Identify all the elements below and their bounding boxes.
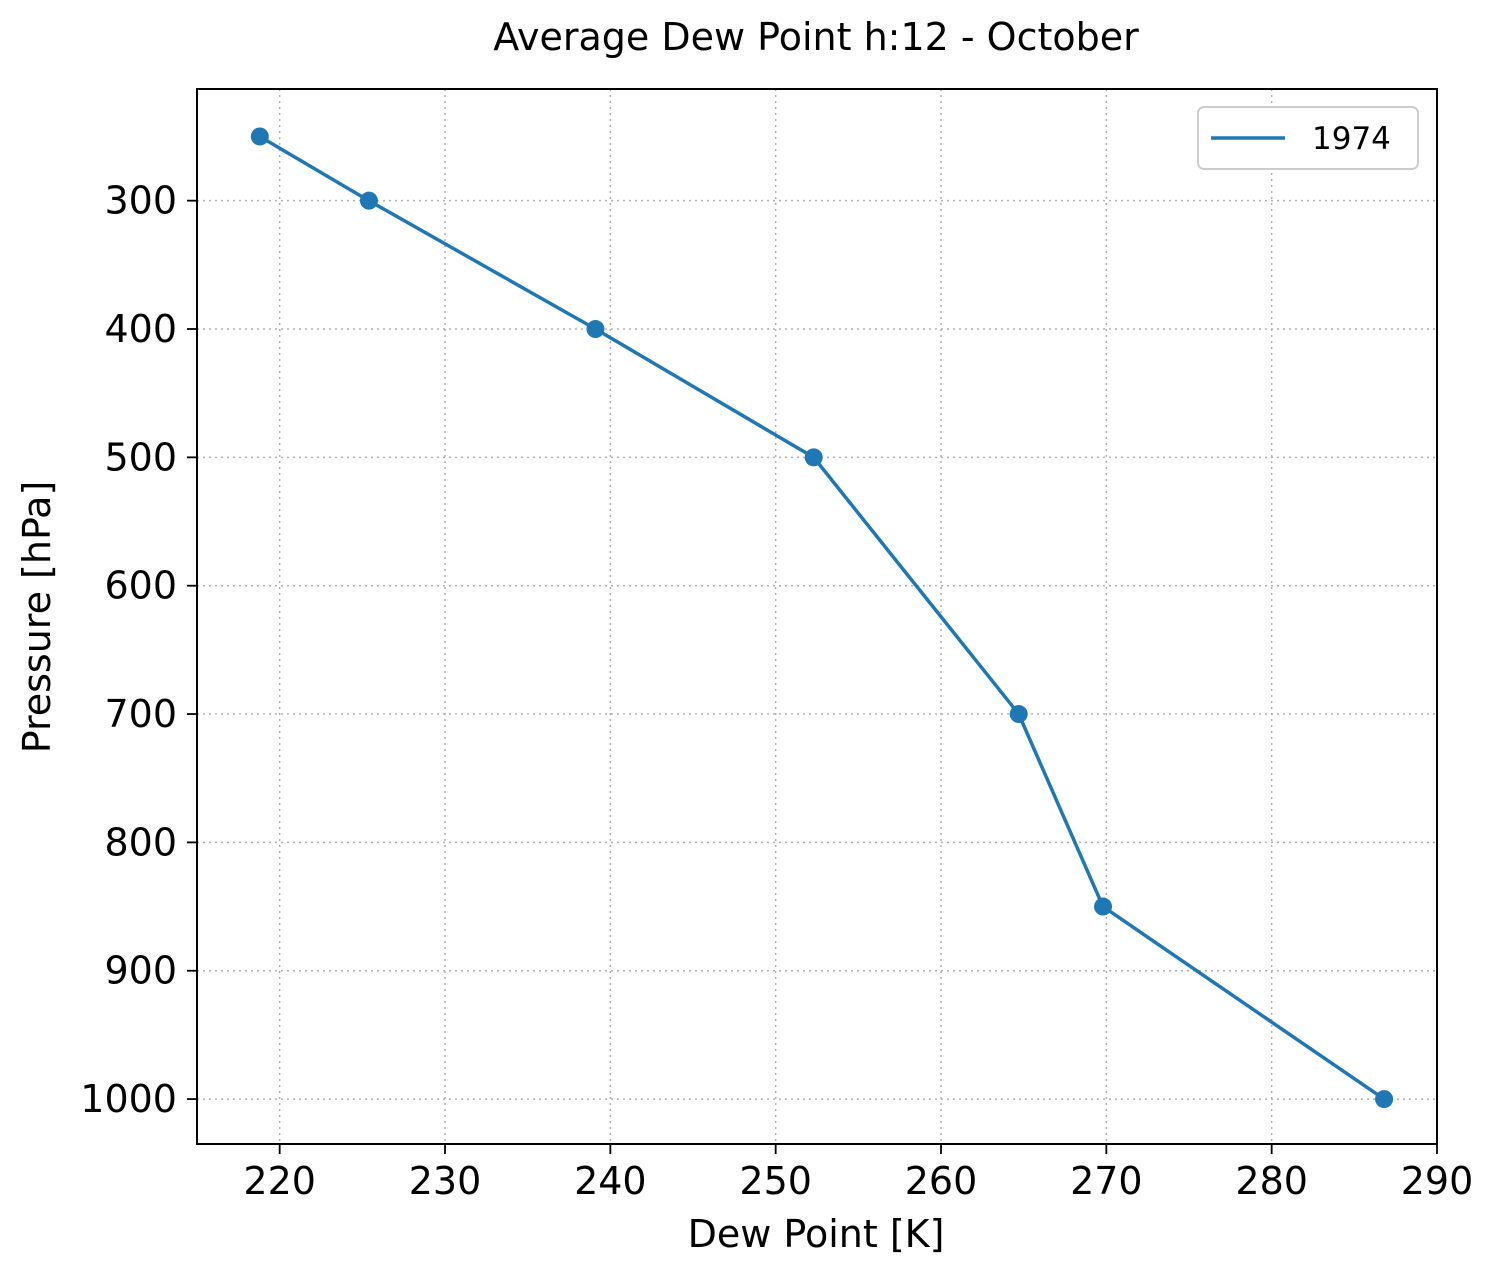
- data-point: [804, 448, 823, 467]
- y-tick-label: 300: [104, 179, 177, 223]
- y-tick-label: 600: [104, 564, 177, 608]
- data-point: [359, 191, 378, 210]
- data-point: [1094, 897, 1113, 916]
- ticks-layer: 220 230 240 250 260 270 280 290 300 400 500 600 700 8…: [80, 179, 1473, 1203]
- x-tick-label: 220: [243, 1159, 316, 1203]
- x-axis-label: Dew Point [K]: [688, 1212, 945, 1256]
- y-tick-label: 900: [104, 949, 177, 993]
- y-tick-label: 1000: [80, 1077, 177, 1121]
- plot-frame: [196, 88, 1438, 1145]
- x-tick-label: 270: [1070, 1159, 1143, 1203]
- data-point: [586, 320, 605, 339]
- legend-label-1974: 1974: [1312, 121, 1391, 157]
- x-tick-label: 280: [1235, 1159, 1308, 1203]
- y-tick-label: 500: [104, 435, 177, 479]
- x-tick-label: 240: [574, 1159, 647, 1203]
- data-point: [1375, 1090, 1394, 1109]
- y-axis-label: Pressure [hPa]: [15, 481, 59, 754]
- data-point: [1009, 705, 1028, 724]
- x-tick-label: 260: [905, 1159, 978, 1203]
- x-tick-label: 250: [739, 1159, 812, 1203]
- legend: 1974: [1197, 106, 1419, 170]
- x-tick-label: 290: [1401, 1159, 1474, 1203]
- data-point: [250, 127, 269, 146]
- series-layer: [250, 127, 1394, 1109]
- chart-title: Average Dew Point h:12 - October: [493, 15, 1139, 59]
- y-tick-label: 400: [104, 307, 177, 351]
- x-tick-label: 230: [409, 1159, 482, 1203]
- legend-box: [1197, 106, 1419, 170]
- y-tick-label: 700: [104, 692, 177, 736]
- y-tick-label: 800: [104, 820, 177, 864]
